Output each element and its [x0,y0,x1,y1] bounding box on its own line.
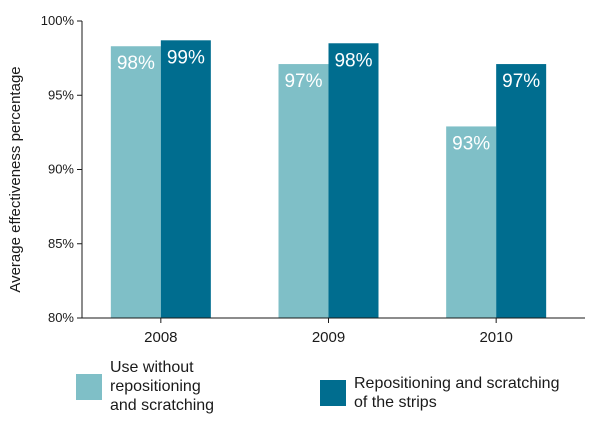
bars-layer [110,40,547,319]
bar-value-label: 98% [334,50,372,71]
bar-value-label: 98% [117,53,155,74]
y-tick-label: 95% [48,87,74,102]
x-tick-label: 2008 [144,329,177,346]
y-tick-label: 90% [48,162,74,177]
x-tick-label: 2009 [312,329,345,346]
y-tick-label: 85% [48,236,74,251]
bar [160,40,211,319]
legend-swatch-series-1 [76,373,102,400]
bar-value-label: 97% [284,71,322,92]
legend-item-series-1: Use without repositioning and scratching [76,358,214,415]
legend-item-series-2: Repositioning and scratching of the stri… [320,374,559,412]
y-tick-label: 100% [41,13,75,28]
legend-label-line: Repositioning and scratching [354,375,560,392]
legend-label-line: and scratching [110,397,215,414]
legend-label-line: of the strips [354,394,437,411]
legend-swatch-series-2 [320,380,346,406]
bar [328,43,379,319]
bar [446,126,497,318]
x-axis-ticks: 2008 2009 2010 [144,318,513,346]
bar [496,64,547,318]
bar-labels-layer: 98% 99% 97% 98% 93% 97% [117,47,540,154]
bar-value-label: 99% [167,47,205,68]
bar-value-label: 93% [452,133,490,154]
x-tick-label: 2010 [479,329,512,346]
legend-label-series-2: Repositioning and scratching of the stri… [354,374,559,412]
bar [110,46,161,319]
legend-label-line: repositioning [110,378,201,395]
bar [278,64,329,318]
y-tick-label: 80% [48,310,74,325]
legend-label-series-1: Use without repositioning and scratching [110,358,214,415]
y-axis-ticks: 80% 85% 90% 95% 100% [41,13,82,325]
bar-value-label: 97% [502,71,540,92]
y-axis-label: Average effectiveness percentage [7,66,24,292]
legend-label-line: Use without [110,359,194,376]
